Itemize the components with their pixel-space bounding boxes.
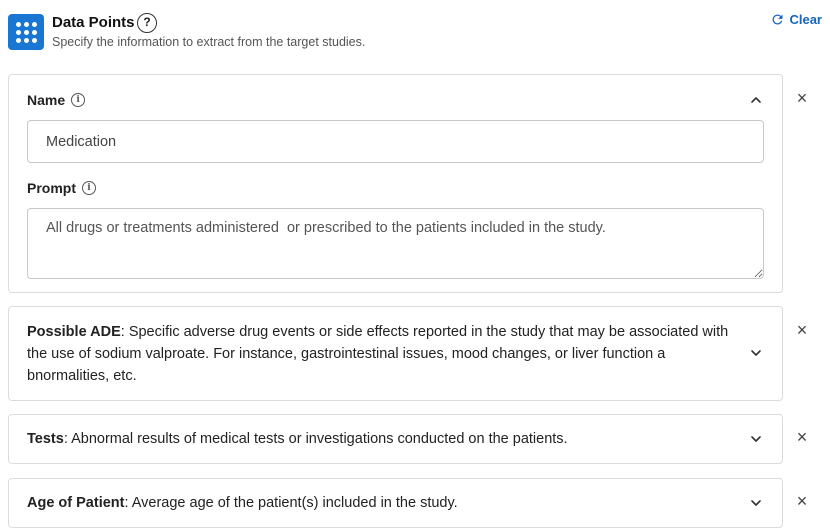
data-point-name: Possible ADE bbox=[27, 324, 121, 340]
info-icon[interactable]: i bbox=[82, 181, 96, 195]
data-point-description: Average age of the patient(s) included i… bbox=[131, 495, 458, 511]
prompt-field-label: Prompt i bbox=[27, 180, 96, 196]
remove-medication-close-icon[interactable]: × bbox=[796, 88, 808, 108]
name-field-label: Name i bbox=[27, 92, 86, 108]
data-point-summary: Age of Patient: Average age of the patie… bbox=[27, 495, 458, 511]
remove-possible-ade-close-icon[interactable]: × bbox=[796, 320, 808, 340]
help-icon[interactable]: ? bbox=[137, 13, 157, 33]
prompt-textarea[interactable]: All drugs or treatments administered or … bbox=[27, 208, 764, 279]
data-point-summary: Possible ADE: Specific adverse drug even… bbox=[27, 324, 729, 384]
refresh-icon bbox=[772, 14, 783, 25]
data-point-card-medication: Name i Prompt i All drugs or treatments … bbox=[8, 74, 783, 293]
expand-chevron-down-icon[interactable] bbox=[748, 431, 764, 447]
remove-age-of-patient-close-icon[interactable]: × bbox=[796, 491, 808, 511]
data-point-name: Tests bbox=[27, 431, 64, 447]
data-point-card-tests[interactable]: Tests: Abnormal results of medical tests… bbox=[8, 414, 783, 464]
data-point-card-possible-ade[interactable]: Possible ADE: Specific adverse drug even… bbox=[8, 306, 783, 401]
clear-button[interactable]: Clear bbox=[770, 12, 822, 27]
data-point-description: Specific adverse drug events or side eff… bbox=[27, 324, 729, 384]
panel-header: Data Points ? Specify the information to… bbox=[8, 12, 822, 56]
name-input[interactable] bbox=[27, 120, 764, 163]
data-point-description: Abnormal results of medical tests or inv… bbox=[71, 431, 568, 447]
info-icon[interactable]: i bbox=[71, 93, 86, 107]
page-title: Data Points bbox=[52, 14, 135, 31]
data-point-summary: Tests: Abnormal results of medical tests… bbox=[27, 431, 568, 447]
expand-chevron-down-icon[interactable] bbox=[748, 495, 764, 511]
remove-tests-close-icon[interactable]: × bbox=[796, 427, 808, 447]
collapse-chevron-up-icon[interactable] bbox=[748, 92, 764, 108]
expand-chevron-down-icon[interactable] bbox=[748, 345, 764, 361]
page-subtitle: Specify the information to extract from … bbox=[52, 35, 366, 49]
data-point-name: Age of Patient bbox=[27, 495, 125, 511]
grid-apps-icon bbox=[8, 14, 44, 50]
clear-label: Clear bbox=[789, 12, 822, 27]
data-point-card-age-of-patient[interactable]: Age of Patient: Average age of the patie… bbox=[8, 478, 783, 528]
